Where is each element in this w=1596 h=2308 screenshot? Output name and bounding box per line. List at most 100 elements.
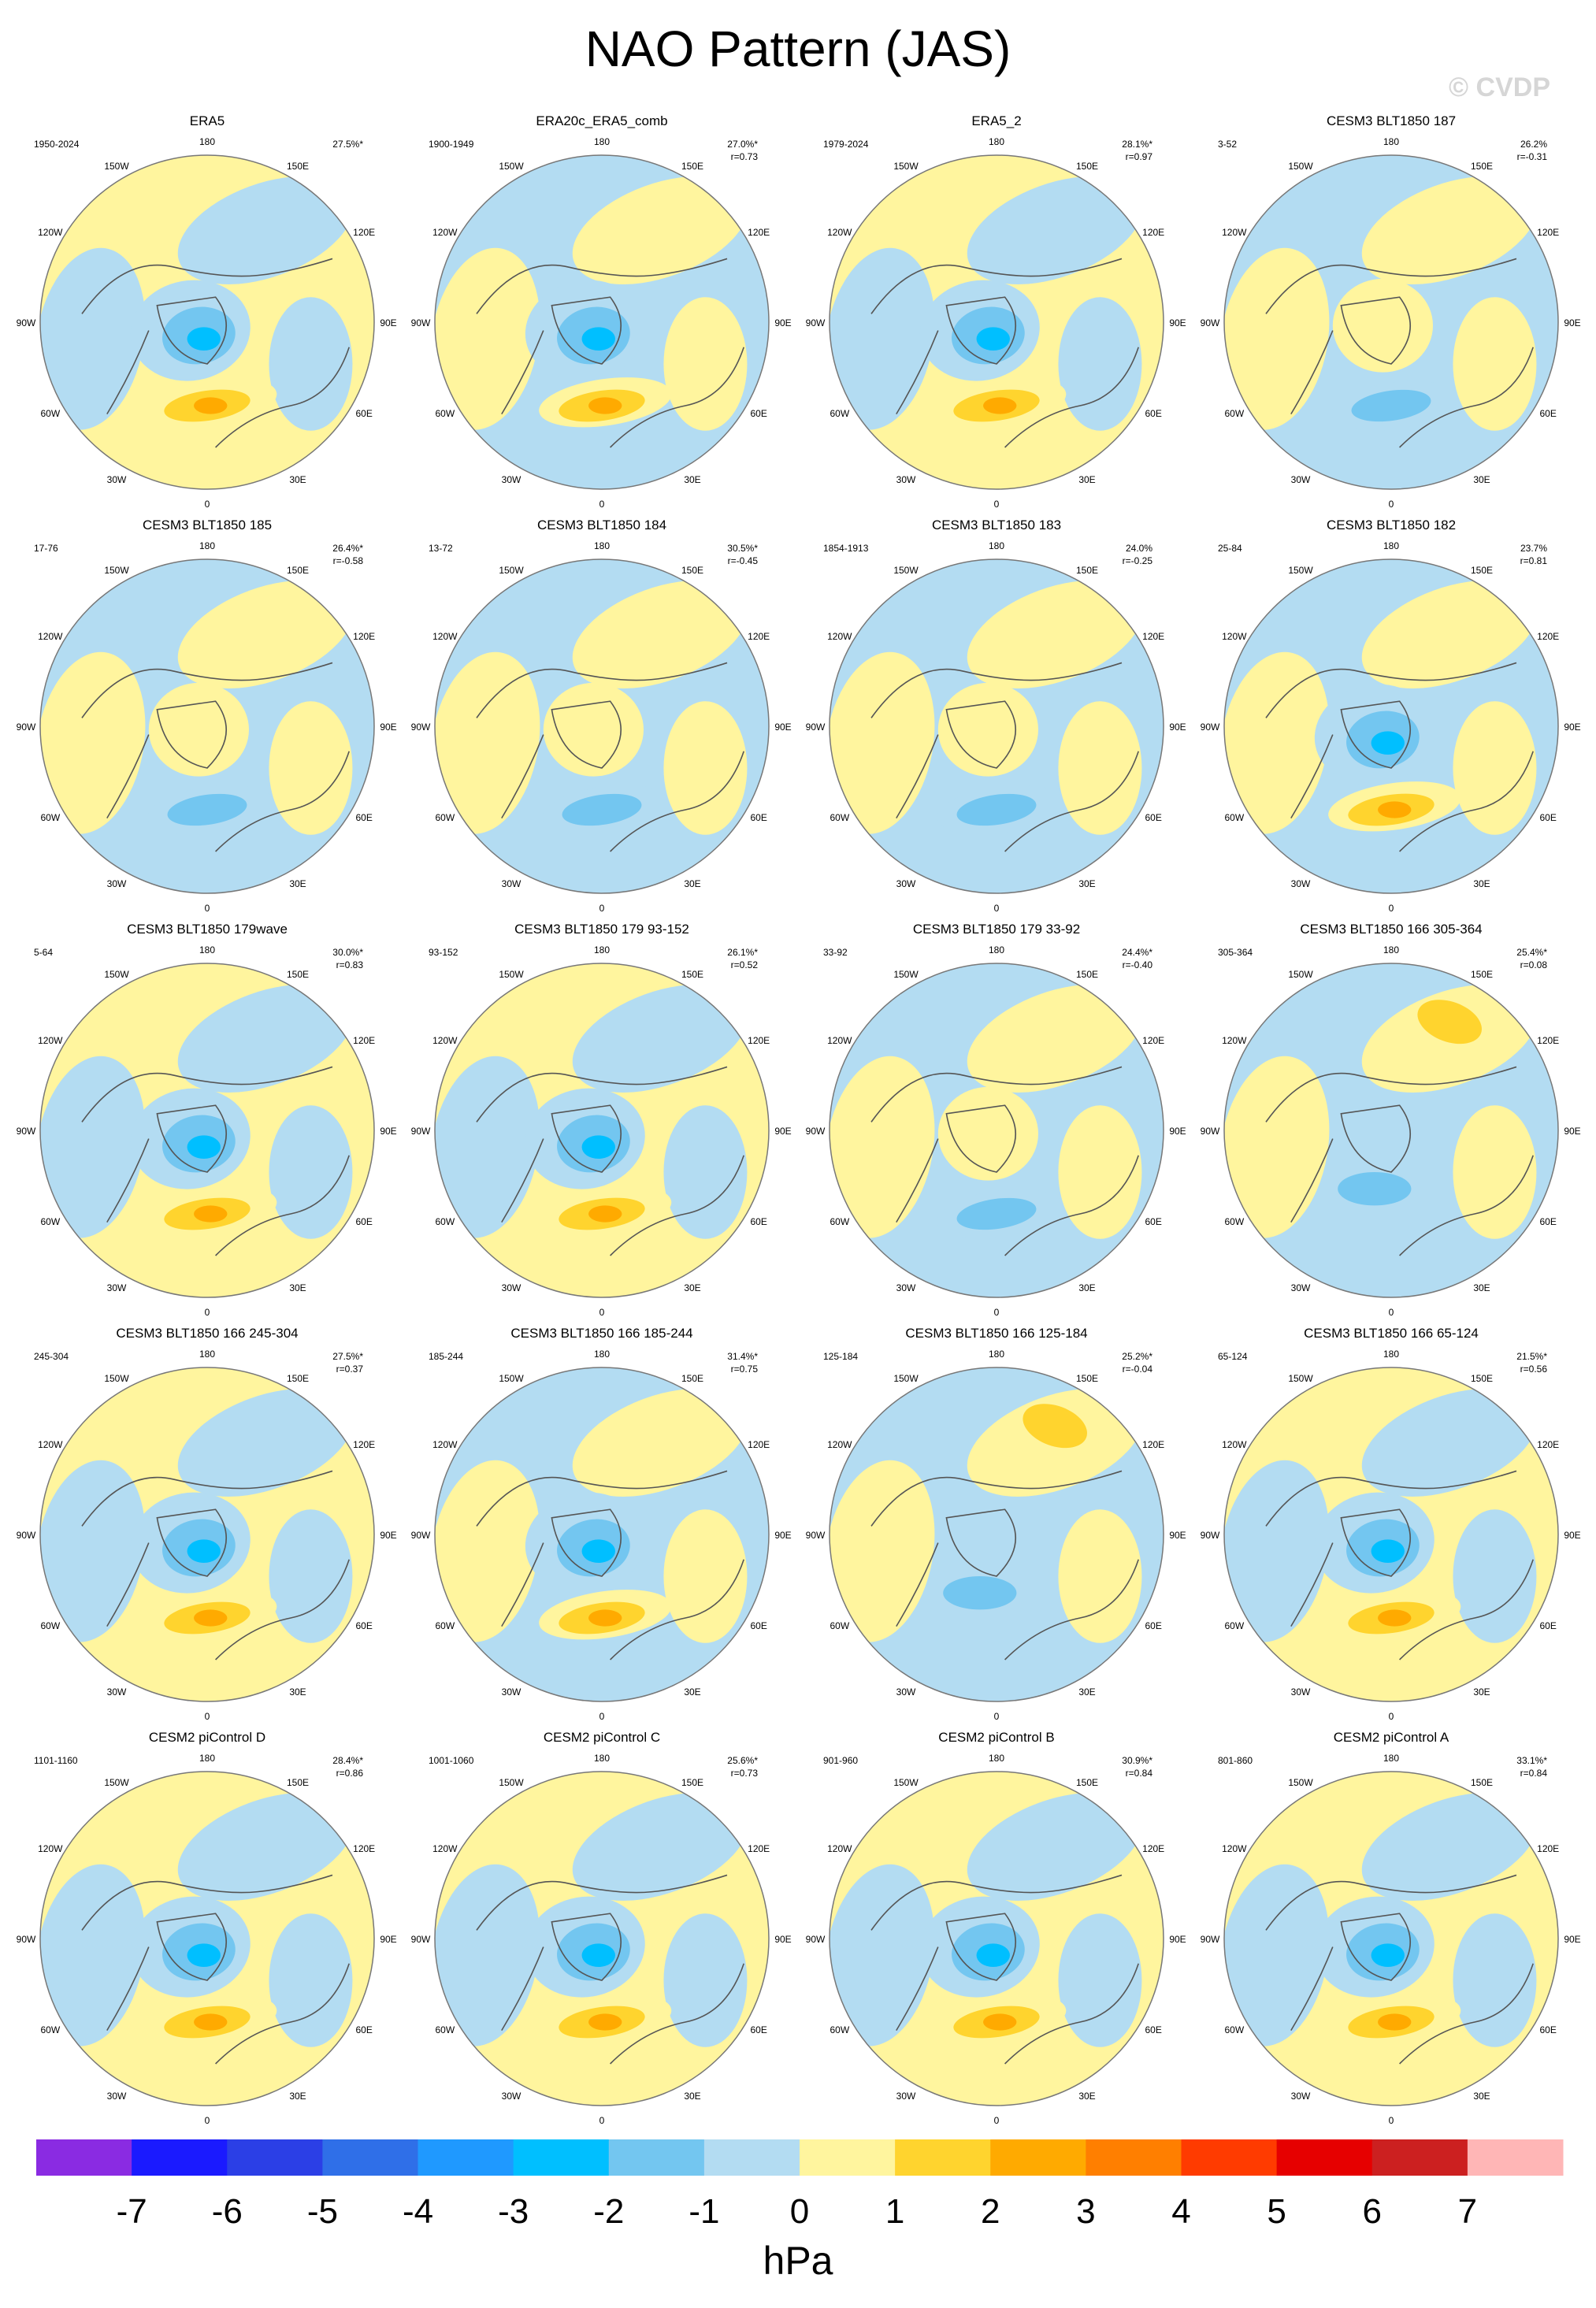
lon-label: 60W (830, 1216, 849, 1227)
lon-label: 150W (499, 565, 524, 576)
lon-label: 60W (40, 1216, 60, 1227)
panel-title: CESM2 piControl B (938, 1730, 1054, 1745)
lon-label: 150E (681, 161, 703, 172)
lon-label: 60W (1224, 408, 1244, 419)
lon-label: 180 (594, 1753, 610, 1764)
panel-period: 801-860 (1218, 1755, 1253, 1766)
map-panel: 180 150E 120E 90E 60E 30E 0 30W 60W 90W 120W 150W CE… (1201, 1730, 1581, 2126)
lon-label: 120W (1222, 1035, 1247, 1046)
lon-label: 90E (380, 317, 396, 328)
contour-shade (830, 651, 935, 834)
map-field (40, 1367, 374, 1701)
contour-shade (1361, 176, 1538, 284)
lon-label: 30E (1473, 2091, 1490, 2102)
map-field (40, 1772, 374, 2106)
lon-label: 150E (1471, 969, 1493, 980)
lon-label: 150W (1288, 1777, 1313, 1788)
contour-shade (1417, 1000, 1482, 1045)
panel-period: 17-76 (34, 543, 58, 554)
map-border (434, 1771, 770, 2106)
lon-label: 90E (774, 1126, 791, 1137)
lon-label: 0 (1389, 499, 1394, 510)
lon-label: 180 (594, 136, 610, 147)
lon-label: 0 (994, 1307, 1000, 1318)
lon-label: 150W (1288, 161, 1313, 172)
panel-correlation: r=0.97 (1126, 151, 1153, 162)
panel-variance: 25.6%* (727, 1755, 758, 1766)
map-panel: 180 150E 120E 90E 60E 30E 0 30W 60W 90W 120W 150W CE… (806, 1326, 1186, 1722)
panel-period: 1900-1949 (429, 139, 474, 150)
map-field (435, 963, 769, 1297)
panel-correlation: r=0.83 (336, 959, 364, 970)
contour-shade (1371, 731, 1405, 755)
lon-label: 120E (1142, 1439, 1164, 1450)
lon-label: 90W (1201, 1530, 1220, 1541)
lon-label: 150E (1076, 161, 1098, 172)
lon-label: 30E (289, 474, 306, 485)
panel-title: ERA5 (190, 113, 225, 128)
lon-label: 90E (380, 1934, 396, 1945)
map-field (1224, 559, 1558, 893)
map-field (435, 1367, 769, 1701)
lon-label: 30E (1078, 474, 1095, 485)
panel-correlation: r=0.73 (731, 151, 759, 162)
lon-label: 90E (380, 1530, 396, 1541)
map-field (40, 963, 374, 1297)
lon-label: 90E (1564, 1530, 1580, 1541)
contour-shade (663, 297, 748, 431)
map-field (830, 963, 1164, 1297)
colorbar-tick-label: 4 (1171, 2192, 1190, 2231)
page-title: NAO Pattern (JAS) (585, 20, 1011, 77)
lon-label: 120W (38, 1439, 63, 1450)
lon-label: 120E (353, 1035, 375, 1046)
map-panel: 180 150E 120E 90E 60E 30E 0 30W 60W 90W 120W 150W CE… (1201, 518, 1581, 914)
lon-label: 0 (1389, 1711, 1394, 1722)
map-field (435, 1772, 769, 2106)
panel-period: 1950-2024 (34, 139, 80, 150)
map-panel: 180 150E 120E 90E 60E 30E 0 30W 60W 90W 120W 150W CE… (17, 1730, 397, 2126)
coastlines (476, 1874, 744, 2065)
lon-label: 120E (1142, 1035, 1164, 1046)
contour-shade (976, 327, 1010, 351)
map-panel: 180 150E 120E 90E 60E 30E 0 30W 60W 90W 120W 150W CE… (411, 1326, 792, 1722)
lon-label: 120E (353, 1843, 375, 1854)
lon-label: 30W (1291, 1282, 1311, 1293)
lon-label: 180 (1383, 1349, 1399, 1360)
contour-shade (1058, 297, 1142, 431)
lon-label: 150W (1288, 969, 1313, 980)
contour-shade (269, 297, 353, 431)
lon-label: 120W (1222, 631, 1247, 642)
contour-shade (967, 1792, 1143, 1901)
lon-label: 60W (1224, 1216, 1244, 1227)
lon-label: 90E (1169, 1126, 1186, 1137)
lon-label: 60E (356, 408, 373, 419)
lon-label: 30W (502, 1686, 521, 1698)
lon-label: 30W (896, 1686, 916, 1698)
lon-label: 120E (748, 1843, 770, 1854)
lon-label: 180 (199, 944, 215, 955)
lon-label: 120W (38, 1035, 63, 1046)
map-field (830, 155, 1164, 489)
panel-period: 185-244 (429, 1351, 463, 1362)
lon-label: 30E (1473, 878, 1490, 889)
lon-label: 30W (896, 2091, 916, 2102)
map-border (829, 558, 1164, 894)
lon-label: 150W (893, 565, 919, 576)
panel-title: CESM3 BLT1850 166 185-244 (510, 1326, 692, 1341)
lon-label: 30W (502, 1282, 521, 1293)
lon-label: 30W (502, 878, 521, 889)
lon-label: 150W (893, 1777, 919, 1788)
contour-shade (581, 1135, 615, 1160)
panel-title: CESM3 BLT1850 183 (932, 518, 1061, 532)
map-panel: 180 150E 120E 90E 60E 30E 0 30W 60W 90W 120W 150W CE… (17, 518, 397, 914)
lon-label: 150E (681, 565, 703, 576)
contour-shade (177, 580, 354, 688)
panel-variance: 28.4%* (332, 1755, 363, 1766)
lon-label: 60E (1145, 1216, 1162, 1227)
colorbar-tick-label: 0 (790, 2192, 809, 2231)
map-panel: 180 150E 120E 90E 60E 30E 0 30W 60W 90W 120W 150W CE… (411, 922, 792, 1318)
panel-correlation: r=-0.40 (1123, 959, 1153, 970)
lon-label: 120W (432, 1439, 458, 1450)
panel-variance: 26.1%* (727, 947, 758, 958)
map-border (39, 154, 375, 490)
